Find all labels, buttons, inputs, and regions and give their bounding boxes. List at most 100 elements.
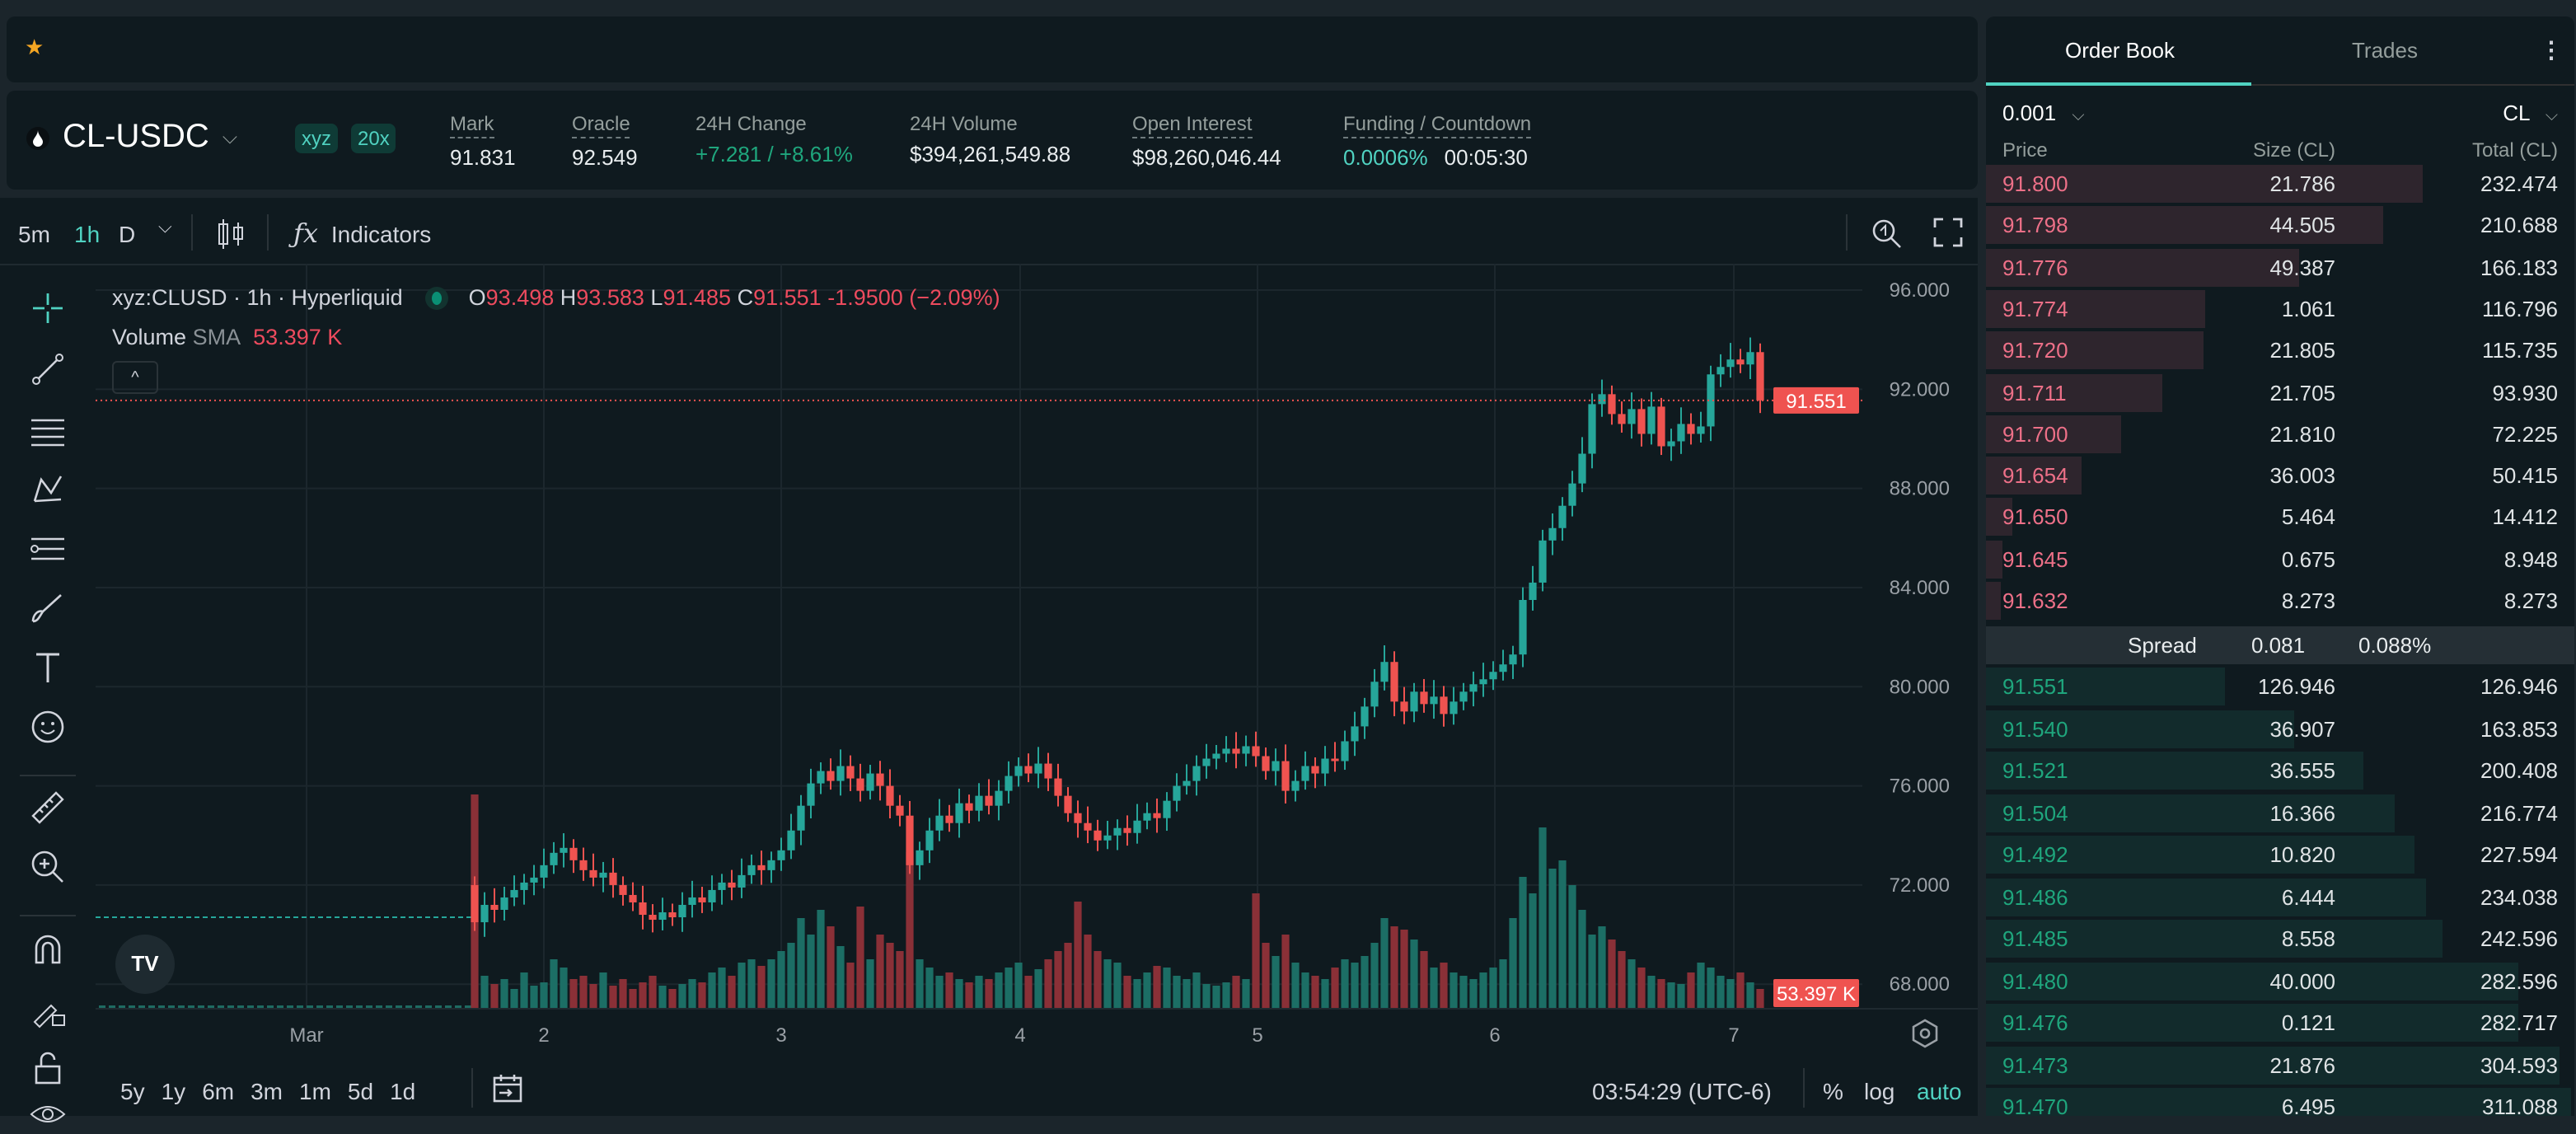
tab-order-book[interactable]: Order Book: [2065, 38, 2175, 63]
volume-bar: [1697, 963, 1705, 1009]
bid-row[interactable]: 91.521 36.555 200.408: [1986, 750, 2574, 791]
ask-row[interactable]: 91.774 1.061 116.796: [1986, 288, 2574, 330]
tick-size-selector[interactable]: 0.001 ⌵: [2002, 101, 2085, 125]
candle-body: [1370, 682, 1379, 707]
range-6m[interactable]: 6m: [202, 1078, 235, 1104]
interval-1h[interactable]: 1h: [74, 221, 101, 247]
volume-bar: [267, 1005, 274, 1009]
ask-row[interactable]: 91.720 21.805 115.735: [1986, 330, 2574, 371]
ask-row[interactable]: 91.798 44.505 210.688: [1986, 205, 2574, 246]
ask-row[interactable]: 91.776 49.387 166.183: [1986, 246, 2574, 288]
depth-bar: [1986, 415, 2122, 453]
bid-row[interactable]: 91.551 126.946 126.946: [1986, 666, 2574, 707]
sma-label: SMA: [192, 325, 241, 349]
funding-countdown: 00:05:30: [1444, 145, 1528, 170]
volume-bar: [550, 959, 558, 1009]
trend-line-icon[interactable]: [28, 349, 68, 389]
ask-row[interactable]: 91.711 21.705 93.930: [1986, 372, 2574, 413]
tab-trades[interactable]: Trades: [2352, 38, 2418, 63]
range-5y[interactable]: 5y: [120, 1078, 145, 1104]
volume-bar: [1094, 951, 1102, 1009]
ask-row[interactable]: 91.650 5.464 14.412: [1986, 497, 2574, 538]
crosshair-icon[interactable]: [28, 288, 68, 328]
interval-dropdown-chevron-icon[interactable]: ⌵: [158, 218, 172, 237]
bid-row[interactable]: 91.476 0.121 282.717: [1986, 1002, 2574, 1043]
stat-label[interactable]: Open Interest: [1132, 112, 1253, 138]
log-scale-toggle[interactable]: log: [1864, 1078, 1895, 1104]
bid-row[interactable]: 91.504 16.366 216.774: [1986, 792, 2574, 833]
auto-scale-toggle[interactable]: auto: [1917, 1078, 1962, 1104]
candle-body: [1113, 827, 1122, 836]
size: 8.558: [2281, 926, 2335, 951]
candle-body: [579, 860, 588, 870]
price-chart[interactable]: 96.000 92.000 88.000 84.000 80.000 76.000 72.0…: [0, 0, 1978, 1116]
candle-body: [955, 803, 963, 823]
depth-bar: [1986, 962, 2518, 1000]
candle-body: [1459, 691, 1468, 702]
stat-label[interactable]: Funding / Countdown: [1343, 112, 1532, 138]
price: 91.551: [2002, 674, 2068, 699]
market-selector[interactable]: CL-USDC ⌵: [26, 119, 237, 157]
horizontal-lines-icon[interactable]: [28, 410, 68, 450]
candle-body: [1529, 582, 1537, 600]
collapse-legend-button[interactable]: ^: [112, 361, 158, 394]
bid-row[interactable]: 91.473 21.876 304.593: [1986, 1044, 2574, 1085]
interval-d[interactable]: D: [119, 221, 136, 247]
range-5d[interactable]: 5d: [347, 1078, 374, 1104]
lock-drawing-icon[interactable]: [28, 989, 68, 1029]
chart-settings-gear-icon[interactable]: [1910, 1019, 1940, 1053]
text-icon[interactable]: [28, 648, 68, 687]
bid-row[interactable]: 91.486 6.444 234.038: [1986, 876, 2574, 917]
ask-row[interactable]: 91.632 8.273 8.273: [1986, 580, 2574, 621]
interval-5m[interactable]: 5m: [18, 221, 50, 247]
unlock-icon[interactable]: [28, 1048, 68, 1088]
bid-row[interactable]: 91.540 36.907 163.853: [1986, 708, 2574, 749]
volume-bar: [718, 968, 726, 1009]
range-3m[interactable]: 3m: [251, 1078, 283, 1104]
fib-retracement-icon[interactable]: [28, 529, 68, 569]
unit-selector[interactable]: CL ⌵: [2503, 101, 2558, 125]
magnet-icon[interactable]: [28, 930, 68, 969]
ask-row[interactable]: 91.645 0.675 8.948: [1986, 538, 2574, 579]
ask-row[interactable]: 91.654 36.003 50.415: [1986, 455, 2574, 496]
stat-label[interactable]: Oracle: [572, 112, 630, 138]
volume-bar: [1351, 963, 1359, 1009]
candle-body: [1024, 766, 1033, 774]
candle-body: [1558, 505, 1567, 528]
size: 10.820: [2269, 842, 2335, 867]
range-1d[interactable]: 1d: [390, 1078, 416, 1104]
bid-row[interactable]: 91.470 6.495 311.088: [1986, 1086, 2574, 1116]
more-options-icon[interactable]: ⋮: [2540, 36, 2563, 63]
brush-icon[interactable]: [28, 588, 68, 628]
volume-bar: [767, 959, 775, 1009]
stat-label[interactable]: Mark: [450, 112, 494, 138]
ask-row[interactable]: 91.700 21.810 72.225: [1986, 414, 2574, 455]
candle-body: [688, 897, 696, 905]
fullscreen-icon[interactable]: [1933, 218, 1963, 252]
emoji-icon[interactable]: [28, 707, 68, 747]
go-to-date-icon[interactable]: [493, 1073, 522, 1108]
zoom-in-icon[interactable]: [28, 847, 68, 887]
percent-scale-toggle[interactable]: %: [1823, 1078, 1843, 1104]
quick-search-icon[interactable]: [1871, 216, 1904, 254]
pattern-icon[interactable]: [28, 470, 68, 509]
ruler-icon[interactable]: [28, 788, 68, 827]
ask-row[interactable]: 91.800 21.786 232.474: [1986, 163, 2574, 204]
candle-body: [718, 882, 726, 890]
star-icon[interactable]: ★: [25, 35, 44, 59]
candle-body: [1331, 758, 1339, 761]
tradingview-logo[interactable]: TV: [115, 935, 175, 994]
candlestick-type-icon[interactable]: [216, 218, 246, 255]
range-1m[interactable]: 1m: [299, 1078, 331, 1104]
indicators-button[interactable]: ƒx Indicators: [293, 218, 431, 249]
volume-bar: [955, 979, 963, 1009]
candle-body: [797, 805, 805, 831]
bid-row[interactable]: 91.492 10.820 227.594: [1986, 834, 2574, 875]
clock[interactable]: 03:54:29 (UTC-6): [1592, 1078, 1772, 1104]
candle-body: [1291, 780, 1300, 791]
bid-row[interactable]: 91.480 40.000 282.596: [1986, 960, 2574, 1001]
candle-body: [1667, 441, 1675, 447]
candle-body: [1380, 662, 1389, 682]
bid-row[interactable]: 91.485 8.558 242.596: [1986, 918, 2574, 959]
range-1y[interactable]: 1y: [161, 1078, 186, 1104]
